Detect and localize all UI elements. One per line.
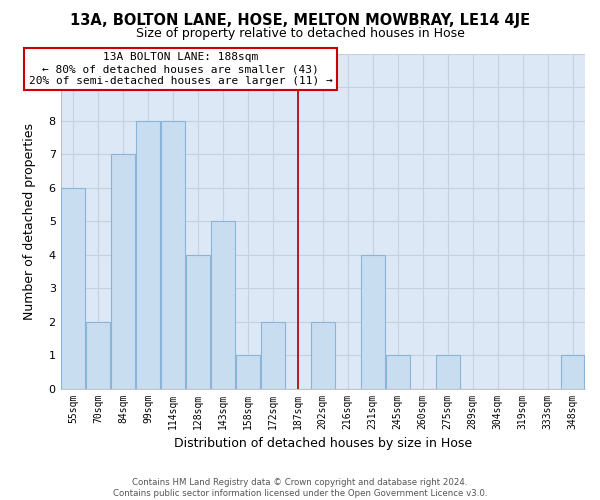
Bar (436, 355, 460, 388)
X-axis label: Distribution of detached houses by size in Hose: Distribution of detached houses by size … (174, 437, 472, 450)
Bar (311, 322, 335, 388)
Bar (211, 222, 235, 388)
Bar (136, 121, 160, 388)
Y-axis label: Number of detached properties: Number of detached properties (23, 123, 36, 320)
Bar (261, 322, 285, 388)
Text: 13A BOLTON LANE: 188sqm
← 80% of detached houses are smaller (43)
20% of semi-de: 13A BOLTON LANE: 188sqm ← 80% of detache… (29, 52, 332, 86)
Text: 13A, BOLTON LANE, HOSE, MELTON MOWBRAY, LE14 4JE: 13A, BOLTON LANE, HOSE, MELTON MOWBRAY, … (70, 12, 530, 28)
Bar (161, 121, 185, 388)
Bar (560, 355, 584, 388)
Bar (186, 254, 210, 388)
Bar (236, 355, 260, 388)
Bar (61, 188, 85, 388)
Text: Contains HM Land Registry data © Crown copyright and database right 2024.
Contai: Contains HM Land Registry data © Crown c… (113, 478, 487, 498)
Bar (111, 154, 135, 388)
Bar (361, 254, 385, 388)
Bar (386, 355, 410, 388)
Bar (86, 322, 110, 388)
Text: Size of property relative to detached houses in Hose: Size of property relative to detached ho… (136, 28, 464, 40)
